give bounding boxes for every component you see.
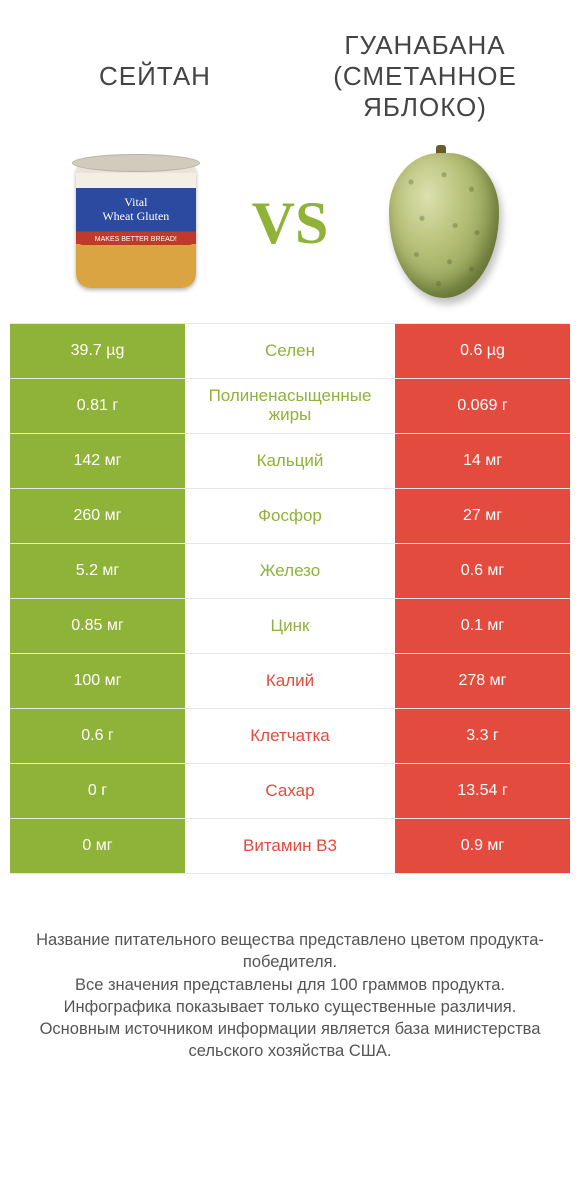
value-left: 0.81 г [10,379,185,433]
nutrient-label: Витамин B3 [185,819,395,873]
product-left-image: Vital Wheat Gluten MAKES BETTER BREAD! [30,148,242,298]
value-right: 0.9 мг [395,819,570,873]
value-right: 0.6 мг [395,544,570,598]
footer-notes: Название питательного вещества представл… [0,874,580,1063]
table-row: 0.81 гПолиненасыщенные жиры0.069 г [10,379,570,434]
value-left: 0 мг [10,819,185,873]
nutrient-label: Кальций [185,434,395,488]
table-row: 0.85 мгЦинк0.1 мг [10,599,570,654]
can-band: MAKES BETTER BREAD! [80,234,192,245]
table-row: 260 мгФосфор27 мг [10,489,570,544]
nutrient-label: Калий [185,654,395,708]
table-row: 39.7 µgСелен0.6 µg [10,324,570,379]
footer-line-1: Название питательного вещества представл… [34,929,546,974]
table-row: 0 гСахар13.54 г [10,764,570,819]
value-left: 0.6 г [10,709,185,763]
value-right: 13.54 г [395,764,570,818]
table-row: 5.2 мгЖелезо0.6 мг [10,544,570,599]
nutrient-label: Фосфор [185,489,395,543]
value-right: 0.069 г [395,379,570,433]
value-left: 5.2 мг [10,544,185,598]
value-right: 0.1 мг [395,599,570,653]
nutrient-label: Селен [185,324,395,378]
nutrient-label: Железо [185,544,395,598]
product-right-image [338,143,550,303]
value-right: 0.6 µg [395,324,570,378]
value-right: 14 мг [395,434,570,488]
footer-line-4: Основным источником информации является … [34,1018,546,1063]
footer-line-2: Все значения представлены для 100 граммо… [34,974,546,996]
nutrient-label: Сахар [185,764,395,818]
can-line1: Vital [124,195,147,209]
can-line2: Wheat Gluten [102,209,169,223]
nutrient-label: Полиненасыщенные жиры [185,379,395,433]
header-right-title: ГУАНАБАНА (СМЕТАННОЕ ЯБЛОКО) [290,30,560,123]
table-row: 0.6 гКлетчатка3.3 г [10,709,570,764]
table-row: 100 мгКалий278 мг [10,654,570,709]
header: СЕЙТАН ГУАНАБАНА (СМЕТАННОЕ ЯБЛОКО) [0,0,580,133]
nutrient-label: Клетчатка [185,709,395,763]
value-left: 0 г [10,764,185,818]
comparison-table: 39.7 µgСелен0.6 µg0.81 гПолиненасыщенные… [10,323,570,874]
value-left: 142 мг [10,434,185,488]
value-right: 278 мг [395,654,570,708]
table-row: 0 мгВитамин B30.9 мг [10,819,570,874]
footer-line-3: Инфографика показывает только существенн… [34,996,546,1018]
value-left: 260 мг [10,489,185,543]
nutrient-label: Цинк [185,599,395,653]
header-left-title: СЕЙТАН [20,30,290,123]
value-left: 100 мг [10,654,185,708]
value-left: 0.85 мг [10,599,185,653]
product-images-row: Vital Wheat Gluten MAKES BETTER BREAD! V… [0,133,580,323]
value-right: 27 мг [395,489,570,543]
soursop-fruit-icon [374,143,514,303]
value-right: 3.3 г [395,709,570,763]
wheat-gluten-can-icon: Vital Wheat Gluten MAKES BETTER BREAD! [66,148,206,298]
value-left: 39.7 µg [10,324,185,378]
table-row: 142 мгКальций14 мг [10,434,570,489]
vs-label: VS [252,189,329,258]
